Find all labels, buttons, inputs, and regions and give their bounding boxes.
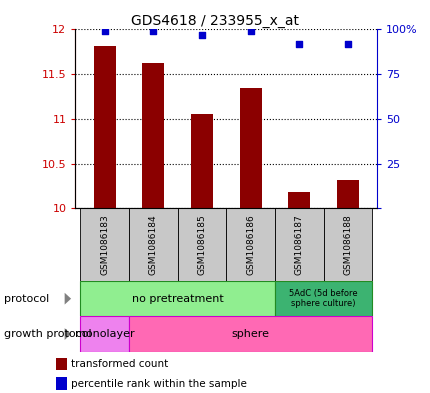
Bar bbox=[56, 358, 67, 370]
Text: GDS4618 / 233955_x_at: GDS4618 / 233955_x_at bbox=[131, 14, 299, 28]
Bar bbox=[142, 63, 164, 208]
Bar bbox=[323, 208, 372, 281]
Text: transformed count: transformed count bbox=[71, 359, 168, 369]
Text: GSM1086188: GSM1086188 bbox=[343, 214, 352, 275]
Point bbox=[150, 28, 157, 35]
Point bbox=[101, 28, 108, 35]
Text: sphere: sphere bbox=[231, 329, 269, 339]
Point bbox=[344, 40, 350, 47]
Text: 5AdC (5d before
sphere culture): 5AdC (5d before sphere culture) bbox=[289, 289, 357, 309]
Bar bbox=[129, 208, 177, 281]
Bar bbox=[80, 316, 129, 352]
Text: percentile rank within the sample: percentile rank within the sample bbox=[71, 378, 246, 389]
Bar bbox=[336, 180, 358, 208]
Polygon shape bbox=[64, 293, 71, 305]
Bar bbox=[274, 281, 372, 316]
Polygon shape bbox=[64, 328, 71, 340]
Text: monolayer: monolayer bbox=[75, 329, 134, 339]
Bar bbox=[274, 208, 323, 281]
Bar bbox=[226, 208, 274, 281]
Bar bbox=[190, 114, 212, 208]
Point bbox=[198, 32, 205, 38]
Text: growth protocol: growth protocol bbox=[4, 329, 92, 339]
Bar bbox=[129, 316, 372, 352]
Text: GSM1086184: GSM1086184 bbox=[148, 214, 157, 275]
Bar bbox=[80, 281, 274, 316]
Text: protocol: protocol bbox=[4, 294, 49, 304]
Text: GSM1086183: GSM1086183 bbox=[100, 214, 109, 275]
Bar bbox=[288, 192, 310, 208]
Bar bbox=[93, 46, 115, 208]
Bar bbox=[239, 88, 261, 208]
Text: no pretreatment: no pretreatment bbox=[132, 294, 223, 304]
Text: GSM1086185: GSM1086185 bbox=[197, 214, 206, 275]
Bar bbox=[80, 208, 129, 281]
Text: GSM1086187: GSM1086187 bbox=[294, 214, 303, 275]
Text: GSM1086186: GSM1086186 bbox=[246, 214, 255, 275]
Point bbox=[295, 40, 302, 47]
Bar bbox=[56, 377, 67, 390]
Bar bbox=[177, 208, 226, 281]
Point bbox=[246, 28, 253, 35]
